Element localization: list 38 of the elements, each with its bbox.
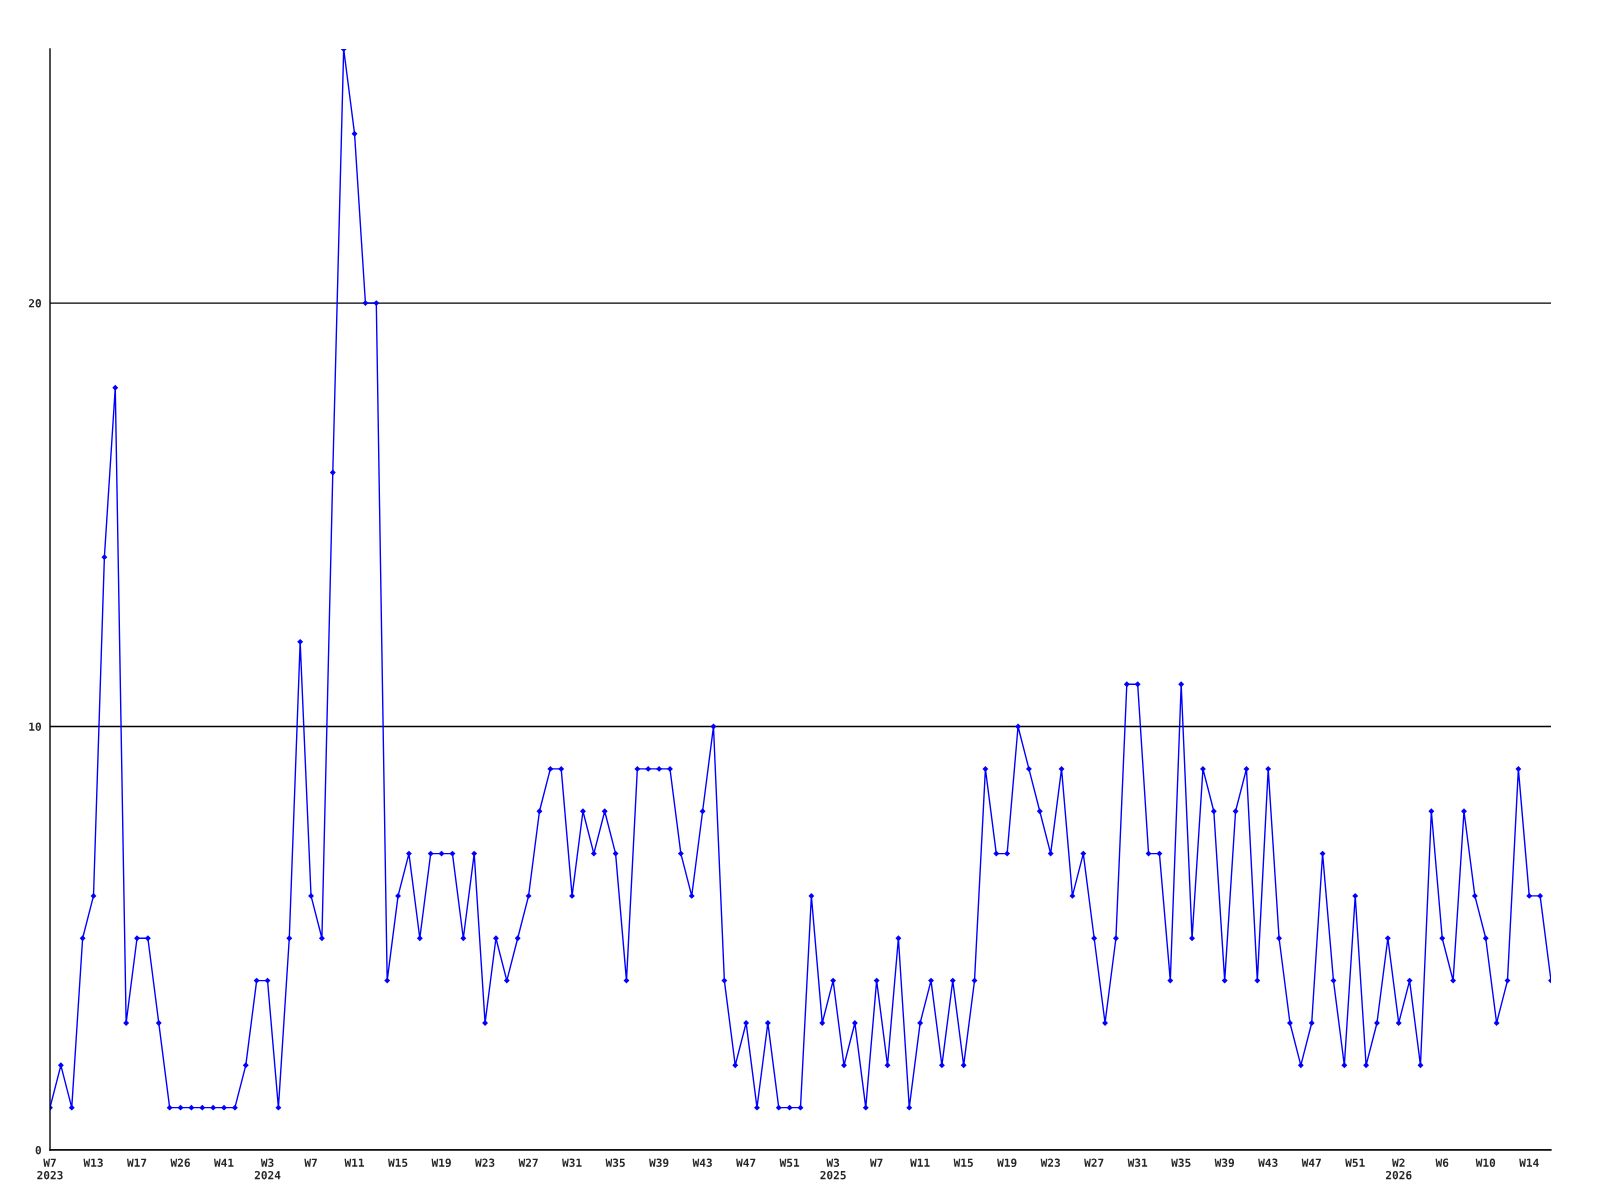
x-tick-label: W35 [605, 1158, 625, 1167]
x-tick-label: W15 [388, 1158, 408, 1167]
y-tick-label: 0 [35, 1145, 41, 1155]
x-tick-label: W23 [1040, 1158, 1060, 1167]
x-tick-label: W27 [518, 1158, 538, 1167]
x-tick-label: W41 [214, 1158, 234, 1167]
y-tick-label: 10 [29, 722, 41, 731]
x-tick-label: W43 [692, 1158, 712, 1167]
x-tick-label: W7 2023 [37, 1158, 63, 1180]
x-tick-label: W47 [736, 1158, 756, 1167]
x-tick-label: W47 [1301, 1158, 1321, 1167]
x-tick-label: W23 [475, 1158, 495, 1167]
y-tick-label: 20 [28, 299, 41, 308]
x-tick-label: W31 [1127, 1158, 1148, 1167]
x-tick-label: W39 [649, 1158, 669, 1167]
x-tick-label: W19 [997, 1158, 1017, 1167]
x-tick-label: W13 [83, 1158, 103, 1167]
x-tick-label: W11 [910, 1158, 930, 1167]
x-tick-label: W2 2026 [1385, 1158, 1412, 1180]
x-tick-label: W15 [953, 1158, 973, 1167]
x-tick-label: W51 [779, 1158, 800, 1167]
x-tick-label: W31 [562, 1158, 582, 1167]
x-tick-label: W26 [170, 1158, 190, 1167]
x-tick-label: W43 [1258, 1158, 1278, 1167]
x-tick-label: W7 [869, 1158, 883, 1167]
x-tick-label: W51 [1345, 1158, 1365, 1167]
x-tick-label: W7 [304, 1158, 317, 1167]
x-tick-label: W6 [1435, 1158, 1449, 1167]
x-tick-label: W3 2025 [820, 1158, 846, 1180]
x-tick-label: W11 [344, 1158, 365, 1167]
x-tick-label: W10 [1475, 1158, 1496, 1167]
x-tick-label: W39 [1214, 1158, 1235, 1167]
x-tick-label: W27 [1084, 1158, 1104, 1167]
x-tick-label: W35 [1171, 1158, 1191, 1167]
x-tick-label: W19 [431, 1158, 451, 1167]
x-tick-label: W14 [1519, 1158, 1539, 1167]
x-tick-label: W17 [126, 1158, 147, 1167]
x-tick-label: W3 2024 [254, 1158, 281, 1180]
